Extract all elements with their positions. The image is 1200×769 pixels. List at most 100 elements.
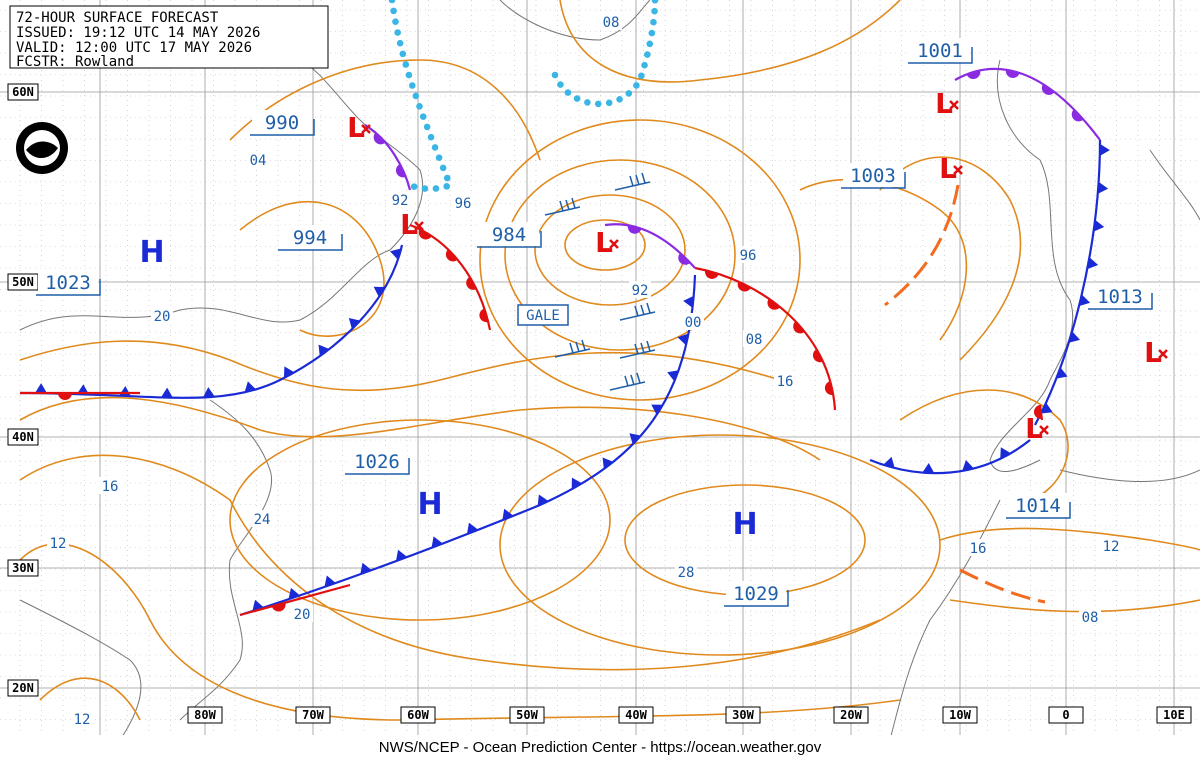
- header-issued: ISSUED: 19:12 UTC 14 MAY 2026: [16, 25, 260, 41]
- grid: [0, 0, 1200, 735]
- front-symbol: [324, 575, 336, 587]
- front-symbol: [395, 549, 408, 562]
- ice-dot: [605, 99, 613, 107]
- lon-label-box: [725, 706, 761, 724]
- front-symbol: [76, 384, 89, 395]
- isobar-label-bg: [774, 372, 796, 389]
- ice-dot: [412, 92, 420, 100]
- isobar-label-bg: [291, 605, 313, 622]
- front-symbol: [1068, 331, 1080, 343]
- header-title: 72-HOUR SURFACE FORECAST: [16, 10, 219, 26]
- lon-label: 10W: [949, 708, 971, 722]
- pressure-box: [479, 222, 539, 246]
- lon-label-box: [1048, 706, 1084, 724]
- front-symbol: [502, 508, 514, 521]
- noaa-logo: [16, 122, 68, 174]
- isobar-label-bg: [1079, 608, 1101, 625]
- lon-label: 40W: [625, 708, 647, 722]
- ice-dot: [651, 0, 659, 4]
- ice-dot: [616, 96, 623, 103]
- labels: 60N 50N 40N 30N 20N 80W 70W 60W 50W 40W 30W 20W 10W 0…: [7, 13, 1192, 728]
- high-center: H: [139, 235, 164, 270]
- pressure-underline: [278, 234, 343, 251]
- front-symbol: [348, 318, 361, 330]
- pressure-underline: [36, 279, 101, 296]
- front-symbol: [1000, 447, 1011, 459]
- footer-bg: [0, 735, 1200, 764]
- front-symbol: [1071, 109, 1084, 122]
- ice-dot: [439, 164, 447, 172]
- lat-label-box: [7, 679, 39, 697]
- isobar-label: 92: [632, 283, 649, 299]
- ice-dot: [557, 81, 564, 88]
- front-symbol: [318, 344, 330, 357]
- pressure-underline: [1006, 502, 1071, 519]
- front-symbol: [418, 228, 432, 240]
- front-symbol: [360, 562, 372, 575]
- front-symbol: [1078, 294, 1091, 307]
- isobar-label-bg: [743, 330, 765, 347]
- isobars: [19, 0, 1200, 721]
- pressure-label: 1029: [733, 583, 779, 605]
- low-marker: [609, 239, 619, 249]
- pressure-label: 994: [293, 227, 327, 249]
- isobar-label-bg: [389, 191, 411, 208]
- front-symbol: [466, 522, 479, 535]
- lon-label: 30W: [732, 708, 754, 722]
- front-symbol: [445, 249, 458, 262]
- front-symbol: [390, 248, 402, 260]
- pressure-box: [726, 581, 786, 605]
- lon-label-box: [942, 706, 978, 724]
- lat-label-box: [7, 428, 39, 446]
- ice-dot: [427, 133, 435, 141]
- front: [239, 583, 351, 617]
- ice-dot: [638, 72, 645, 80]
- lon-label: 0: [1062, 708, 1069, 722]
- low-center: L: [1144, 336, 1162, 369]
- pressure-box: [347, 449, 407, 473]
- lon-label-box: [509, 706, 545, 724]
- front-symbol: [629, 433, 641, 445]
- ice-dot: [435, 154, 443, 161]
- front-symbol: [667, 370, 679, 382]
- front: [19, 244, 404, 399]
- ice-dot: [392, 18, 399, 26]
- lon-label: 50W: [516, 708, 538, 722]
- pressure-underline: [1088, 293, 1153, 310]
- front-symbol: [962, 459, 974, 472]
- front-symbol: [1056, 367, 1068, 379]
- ice-dot: [408, 82, 416, 89]
- low-marker: [1039, 425, 1049, 435]
- ice-dot: [388, 0, 396, 4]
- front-symbol: [602, 457, 614, 470]
- lat-label: 30N: [12, 561, 34, 575]
- ice-dot: [650, 18, 657, 26]
- pressure-box: [252, 110, 312, 134]
- ice-dot: [443, 174, 451, 182]
- front-symbol: [793, 321, 805, 334]
- lon-label: 60W: [407, 708, 429, 722]
- isobar-label-bg: [600, 13, 622, 30]
- isobar-label-bg: [967, 539, 989, 556]
- front-symbol: [883, 456, 895, 469]
- front-symbol: [431, 536, 443, 548]
- pressure-box: [910, 38, 970, 62]
- pressure-underline: [841, 172, 906, 189]
- isobar-label: 28: [678, 565, 695, 581]
- front-symbol: [373, 132, 386, 145]
- front-symbol: [1005, 69, 1020, 78]
- ice-dot: [402, 61, 410, 68]
- ice-edge: [388, 0, 659, 192]
- ice-dot: [646, 40, 654, 48]
- isobar-label: 96: [455, 196, 472, 212]
- isobar-label-bg: [247, 151, 269, 168]
- front-symbol: [678, 252, 691, 265]
- pressure-underline: [345, 458, 410, 475]
- lon-label-box: [187, 706, 223, 724]
- front-symbol: [705, 270, 719, 279]
- lat-label: 60N: [12, 85, 34, 99]
- front-symbol: [288, 587, 300, 600]
- isobar-label: 20: [154, 309, 171, 325]
- pressure-box: [280, 225, 340, 249]
- ice-dot: [423, 123, 431, 131]
